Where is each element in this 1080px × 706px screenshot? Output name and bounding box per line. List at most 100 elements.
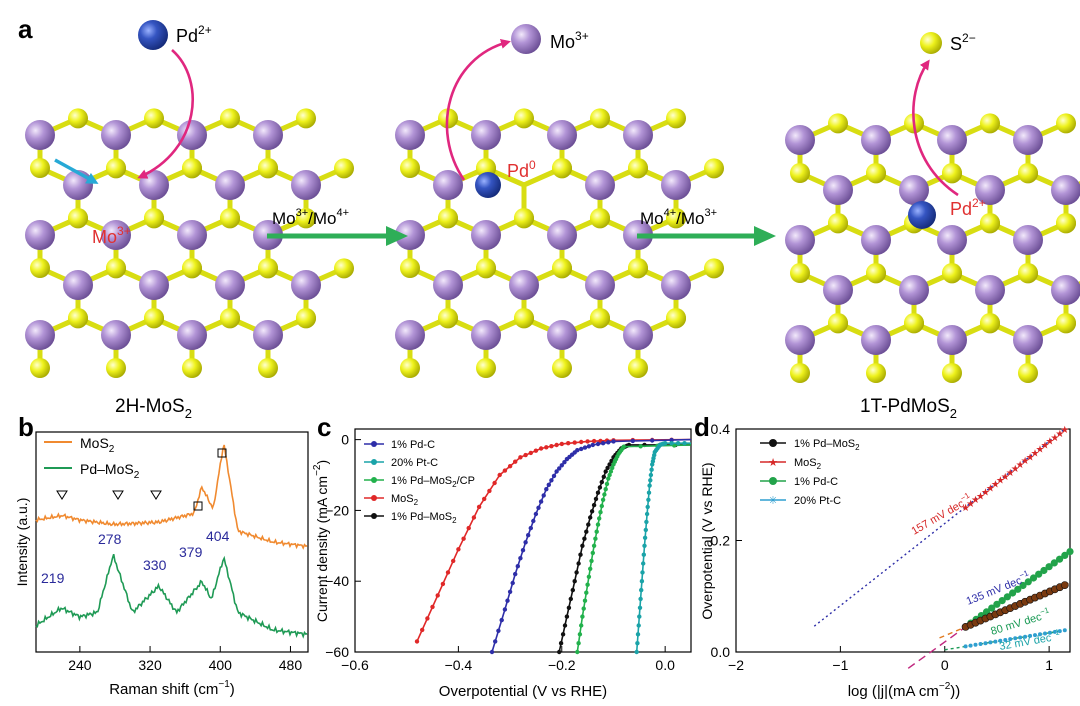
panel-d-xlabel: log (|j|(mA cm−2)): [848, 681, 961, 700]
caption-2h-mos2: 2H-MoS2: [115, 396, 192, 421]
data-point: [998, 597, 1006, 605]
s-atom: [828, 313, 848, 334]
peak-label: 278: [98, 531, 122, 547]
data-point: [1023, 634, 1028, 639]
data-point: [579, 439, 584, 445]
data-point: [531, 518, 536, 524]
s-atom: [590, 308, 610, 329]
data-point: [1062, 628, 1067, 633]
panel-b-legend: MoS2 Pd–MoS2: [44, 435, 140, 481]
s-atom: [30, 258, 50, 278]
data-point: [589, 509, 595, 514]
data-point: [507, 464, 513, 469]
legend-label: 20% Pt-C: [391, 457, 438, 469]
mo-atom: [547, 220, 577, 250]
s-atom: [666, 208, 686, 229]
mo-atom: [253, 120, 283, 150]
data-point: [493, 639, 498, 644]
s-atom: [1018, 263, 1038, 284]
data-point: [588, 566, 593, 571]
mo-atom: [975, 275, 1005, 305]
data-point: [577, 632, 583, 637]
data-point: [600, 497, 606, 502]
mo-atom: [785, 225, 815, 255]
data-point: [544, 445, 549, 450]
s-atom: [666, 308, 686, 329]
mo-atom: [253, 320, 283, 350]
mo-atom: [215, 170, 245, 200]
data-point: [551, 473, 557, 479]
panel-b-label: b: [18, 412, 34, 442]
data-point: [1019, 581, 1027, 590]
data-point: [675, 441, 681, 446]
panel-a-label: a: [18, 14, 33, 44]
data-point: [466, 525, 471, 531]
s-atom: [514, 208, 534, 229]
data-point: [591, 438, 597, 444]
panel-c-frame: [354, 428, 692, 653]
data-point: [649, 467, 654, 472]
arrow1-label: Mo3+/Mo4+: [272, 207, 349, 228]
panel-c-legend: 1% Pd-C 20% Pt-C 1% Pd–MoS2/CP MoS2 1% Pd–Mo…: [364, 439, 475, 525]
data-point: ★: [1016, 460, 1025, 471]
data-point: ★: [971, 495, 980, 506]
x-tick-label: −0.2: [548, 657, 576, 673]
data-point: ★: [1040, 441, 1049, 452]
mo-atom: [101, 120, 131, 150]
data-point: [1060, 581, 1069, 589]
mo-atom: [395, 120, 425, 150]
data-point: [425, 616, 430, 621]
legend-label-pd-mos2: Pd–MoS2: [80, 461, 140, 481]
s-atom: [296, 108, 316, 129]
mo-atom: [1051, 175, 1080, 205]
data-point: [574, 570, 579, 575]
tafel-fit-line: [813, 428, 1066, 627]
data-point: [588, 515, 593, 520]
legend-label: 1% Pd-C: [794, 476, 838, 488]
lattice-2h-mos2: [25, 108, 354, 378]
data-point: [579, 446, 584, 452]
mo-atom: [25, 120, 55, 150]
data-point: [993, 639, 998, 644]
data-point: [988, 640, 993, 645]
data-point: [1029, 574, 1038, 582]
s-atom: [552, 358, 572, 378]
data-point: [650, 438, 655, 443]
s-atom: [942, 363, 962, 383]
data-point: ★: [1026, 452, 1035, 463]
x-tick-label: 320: [138, 657, 162, 673]
mo-atom: [585, 270, 615, 300]
data-point: [544, 487, 549, 492]
pd0-label: Pd0: [507, 158, 536, 181]
data-point: [669, 441, 674, 446]
data-point: [510, 580, 515, 586]
mo-atom: [177, 120, 207, 150]
data-point: [1038, 632, 1042, 637]
s-atom: [334, 158, 354, 179]
data-point: ★: [961, 503, 970, 514]
data-point: [988, 604, 996, 612]
process-arrow-2: [637, 226, 776, 246]
data-point: [610, 465, 615, 471]
data-point: [590, 442, 595, 448]
mo-atom: [623, 320, 653, 350]
mo-atom: [139, 270, 169, 300]
data-point: [606, 440, 611, 445]
s-atom: [980, 213, 1000, 234]
data-point: [1024, 578, 1032, 586]
data-point: [638, 596, 643, 602]
legend-marker: [371, 495, 377, 501]
data-point: [594, 529, 599, 534]
raman-peak-labels: 219 278 330 379 404: [41, 528, 230, 586]
y-tick-label: −20: [325, 502, 349, 518]
data-point: [598, 510, 603, 515]
mo-atom: [471, 120, 501, 150]
x-tick-label: 0: [941, 657, 949, 673]
process-arrow-1: [267, 226, 408, 246]
mo-atom: [785, 125, 815, 155]
s-atom: [828, 213, 848, 234]
mo-atom: [861, 325, 891, 355]
panel-a-schematic: a Mo3+/Mo4+ Mo4+/Mo3+ Pd2+ Mo3+ Mo3+ Pd0…: [18, 14, 1080, 421]
data-point: [461, 536, 466, 541]
data-point: ★: [1045, 437, 1054, 448]
